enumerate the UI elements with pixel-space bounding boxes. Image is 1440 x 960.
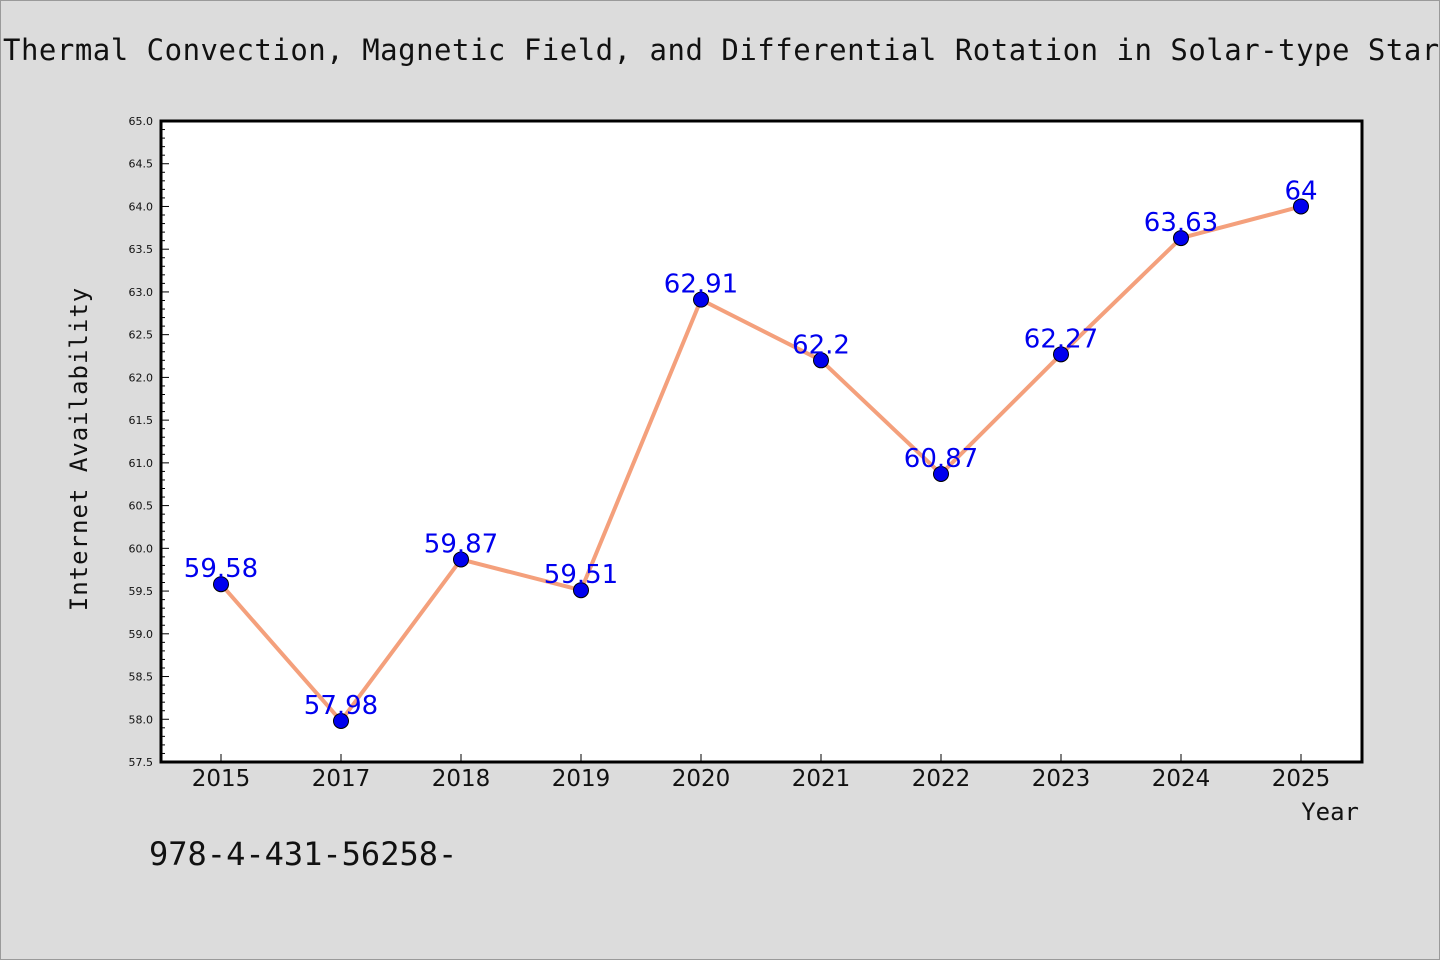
y-tick-label: 63.0 [129, 286, 154, 299]
y-tick-label: 63.5 [129, 243, 154, 256]
data-point [693, 291, 709, 308]
data-point [333, 712, 349, 729]
y-tick-label: 58.0 [129, 713, 154, 726]
x-tick-label: 2020 [672, 766, 731, 792]
series-line [219, 204, 1302, 723]
y-tick-label: 65.0 [129, 115, 154, 128]
data-label: 62.27 [1024, 324, 1098, 354]
x-tick-label: 2025 [1272, 766, 1331, 792]
y-tick-label: 64.5 [129, 158, 154, 171]
y-tick-label: 62.5 [129, 329, 154, 342]
footer-code: 978-4-431-56258- [149, 835, 458, 873]
data-label: 59.51 [544, 560, 618, 590]
data-label: 62.91 [664, 270, 738, 300]
data-point [213, 576, 229, 593]
chart-title: Thermal Convection, Magnetic Field, and … [3, 33, 1440, 67]
data-point [1053, 346, 1069, 363]
plot-area [159, 119, 1364, 764]
data-point [813, 352, 829, 369]
x-tick-label: 2015 [192, 766, 251, 792]
data-point [1173, 230, 1189, 247]
data-label: 60.87 [904, 444, 978, 474]
y-tick-label: 61.0 [129, 457, 154, 470]
data-label: 64 [1284, 176, 1317, 206]
data-label: 59.58 [184, 554, 258, 584]
y-tick-label: 60.5 [129, 500, 154, 513]
x-axis-label: Year [1301, 798, 1359, 826]
data-point [1293, 198, 1309, 215]
y-tick-label: 57.5 [129, 756, 154, 769]
data-label: 63.63 [1144, 208, 1218, 238]
data-point [573, 582, 589, 599]
x-tick-label: 2019 [552, 766, 611, 792]
x-tick-label: 2023 [1032, 766, 1091, 792]
data-label: 59.87 [424, 529, 498, 559]
y-tick-label: 60.0 [129, 542, 154, 555]
data-point [453, 551, 469, 568]
x-tick-label: 2018 [432, 766, 491, 792]
data-point [933, 465, 949, 482]
x-tick-label: 2017 [312, 766, 371, 792]
y-tick-label: 62.0 [129, 371, 154, 384]
x-tick-label: 2021 [792, 766, 851, 792]
y-tick-label: 58.5 [129, 671, 154, 684]
y-tick-label: 59.5 [129, 585, 154, 598]
y-tick-label: 64.0 [129, 200, 154, 213]
x-tick-label: 2022 [912, 766, 971, 792]
data-label: 62.2 [792, 330, 850, 360]
y-tick-label: 61.5 [129, 414, 154, 427]
data-label: 57.98 [304, 691, 378, 721]
x-tick-label: 2024 [1152, 766, 1211, 792]
y-tick-label: 59.0 [129, 628, 154, 641]
